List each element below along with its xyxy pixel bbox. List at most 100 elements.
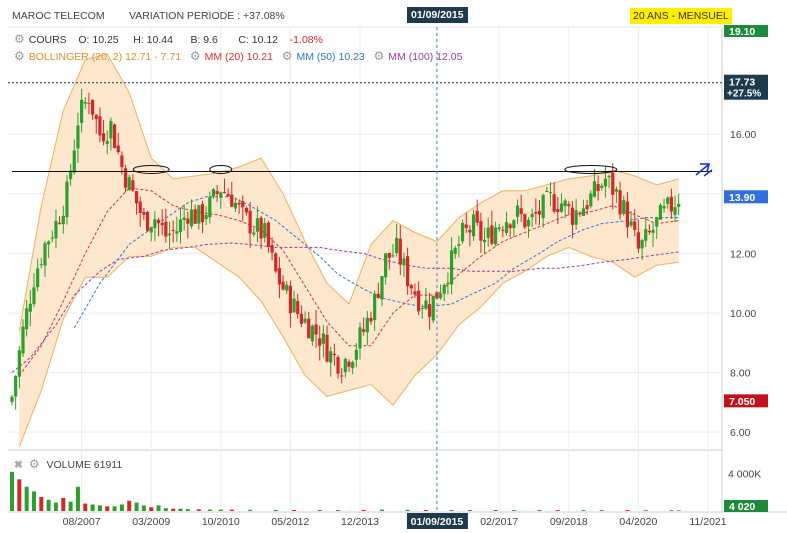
resistance-touch-ellipse [209, 164, 233, 174]
volume-bar [53, 502, 58, 511]
candle-body [277, 268, 282, 285]
candle-body [530, 213, 534, 218]
candle-body [515, 205, 520, 217]
volume-bar [537, 510, 542, 511]
candle-body [519, 208, 523, 215]
candle-body [666, 197, 670, 204]
gear-icon[interactable]: ⚙ [14, 32, 25, 46]
candle-body [101, 133, 106, 142]
volume-bars [10, 471, 681, 511]
legend-volume[interactable]: ✖ ⚙ VOLUME 61911 [14, 457, 122, 471]
candle-body [384, 253, 388, 278]
volume-bar [46, 499, 51, 511]
volume-bar [229, 509, 234, 511]
candle-body [651, 229, 655, 233]
candle-body [145, 211, 150, 231]
volume-bar [156, 505, 161, 511]
candle-body [285, 284, 289, 291]
gear-icon[interactable]: ⚙ [281, 49, 293, 63]
mm50-value: 10.23 [338, 51, 365, 63]
candle-body [614, 189, 619, 192]
bollinger-band [18, 53, 679, 448]
mm20-value: 10.21 [246, 51, 273, 63]
candle-body [534, 212, 538, 214]
candle-body [358, 327, 362, 349]
candle-body [274, 253, 278, 272]
volume-tag-last-bg [724, 500, 768, 512]
candle-body [373, 293, 377, 321]
candle-body [43, 243, 47, 266]
bollinger-fill [19, 53, 679, 448]
candle-body [417, 290, 421, 312]
candle-body [387, 252, 391, 258]
gear-icon[interactable]: ⚙ [28, 457, 40, 471]
volume-bar [127, 500, 132, 511]
candle-body [435, 292, 439, 299]
candle-body [65, 181, 69, 218]
candle-body [263, 223, 267, 238]
candle-body [537, 210, 542, 215]
candle-body [351, 362, 355, 369]
volume-bar [248, 509, 253, 511]
volume-bar [405, 509, 410, 511]
volume-bar [511, 510, 516, 511]
legend-indicators[interactable]: ⚙ BOLLINGER (20, 2) 12.71 - 7.71 ⚙ MM (20)… [14, 49, 462, 63]
volume-bar [31, 491, 36, 511]
candle-body [479, 221, 483, 241]
candle-body [669, 196, 673, 212]
candle-body [644, 229, 648, 241]
candle-body [611, 172, 615, 195]
price-candles [10, 88, 681, 410]
volume-bar [676, 510, 681, 511]
candle-body [673, 207, 677, 215]
candle-body [142, 211, 146, 215]
cursor-date-top: 01/09/2015 [407, 7, 468, 23]
candle-body [233, 202, 238, 209]
candle-body [160, 222, 164, 226]
candle-body [310, 325, 314, 342]
candle-body [292, 298, 296, 313]
candle-body [219, 192, 223, 198]
volume-tag-last: 4 020 [729, 501, 755, 513]
candle-body [504, 221, 509, 233]
price-tag-top: 19.10 [729, 26, 755, 38]
candle-body [171, 229, 175, 231]
candle-body [442, 284, 446, 294]
candle-body [589, 193, 593, 207]
candle-body [585, 205, 589, 210]
volume-axis-label: 4 000K [728, 469, 761, 481]
hand-drawn-arrow-icon [695, 163, 713, 177]
candle-body [134, 191, 139, 204]
candle-body [354, 349, 358, 360]
candle-body [545, 190, 549, 192]
candle-body [468, 229, 472, 233]
volume-bar [581, 510, 586, 511]
candle-body [211, 189, 216, 197]
candle-body [622, 199, 626, 214]
gear-icon[interactable]: ⚙ [189, 49, 201, 63]
candle-body [647, 230, 651, 233]
close-icon[interactable]: ✖ [14, 459, 23, 471]
candle-body [438, 293, 443, 299]
candle-body [222, 192, 227, 194]
legend-cours[interactable]: ⚙ COURS O: 10.25 H: 10.44 B: 9.6 C: 10.12… [14, 32, 323, 46]
volume-bar [185, 509, 190, 511]
instrument-name: MAROC TELECOM [12, 10, 105, 22]
volume-label: VOLUME [46, 459, 91, 471]
candle-body [230, 194, 234, 207]
gear-icon[interactable]: ⚙ [373, 49, 385, 63]
volume-bar [171, 508, 176, 511]
candle-body [446, 282, 450, 285]
candle-body [376, 293, 380, 298]
cursor-date-bottom-bg [406, 513, 468, 529]
candle-body [255, 218, 260, 232]
price-tag-dashed-pct: +27.5% [727, 89, 761, 100]
volume-bar [97, 505, 102, 511]
candle-body [50, 237, 54, 239]
period-badge[interactable]: 20 ANS - MENSUEL [630, 8, 732, 24]
gear-icon[interactable]: ⚙ [14, 49, 25, 63]
candle-body [636, 232, 640, 249]
mm100-label: MM (100) [388, 51, 434, 63]
